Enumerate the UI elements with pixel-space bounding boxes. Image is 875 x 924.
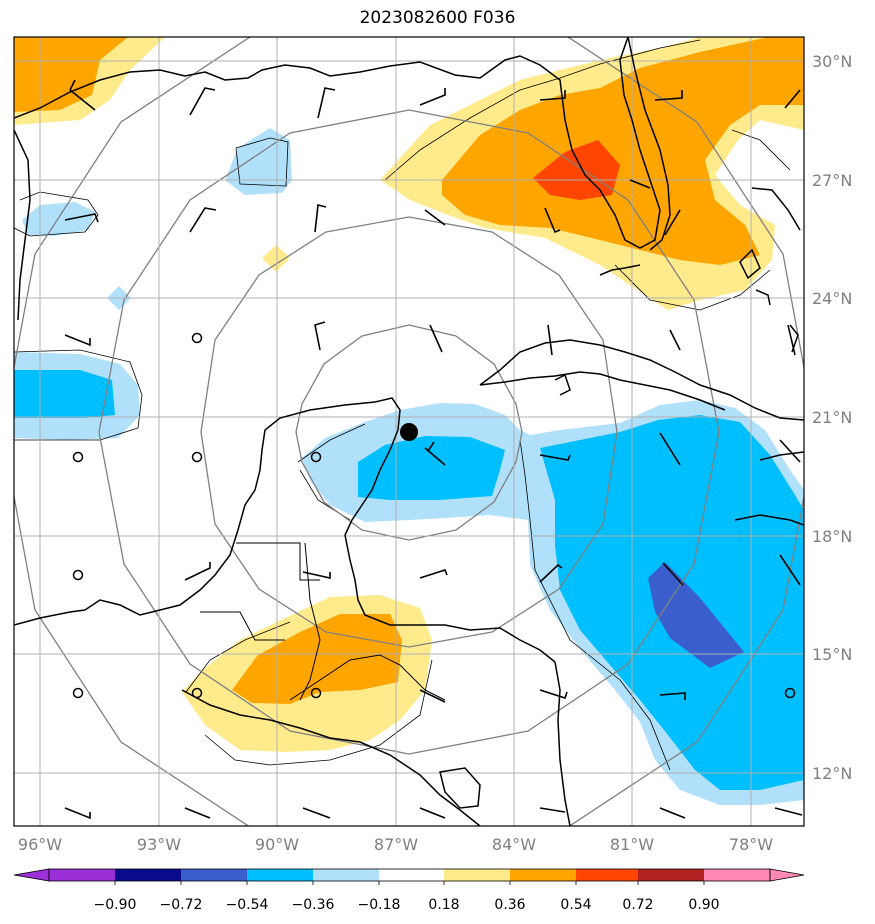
- lat-label: 30°N: [812, 52, 852, 71]
- colorbar-segment: [313, 869, 379, 881]
- colorbar-segment: [638, 869, 704, 881]
- lat-label: 18°N: [812, 527, 852, 546]
- wind-barbs: [64, 79, 803, 820]
- graticule: [14, 37, 804, 826]
- colorbar-segment: [379, 869, 444, 881]
- colorbar: −0.90 −0.72 −0.54 −0.36 −0.18 0.18 0.36 …: [13, 868, 805, 913]
- map-panel: [14, 37, 804, 826]
- calm-wind-markers: [72, 332, 796, 699]
- colorbar-segment: [576, 869, 638, 881]
- colorbar-tick-label: 0.36: [494, 897, 525, 913]
- colorbar-segment: [181, 869, 247, 881]
- longitude-labels: 96°W 93°W 90°W 87°W 84°W 81°W 78°W: [18, 835, 773, 854]
- lon-label: 90°W: [255, 835, 299, 854]
- lon-label: 78°W: [729, 835, 773, 854]
- lat-label: 27°N: [812, 171, 852, 190]
- coastlines: [14, 37, 804, 826]
- map-title: 2023082600 F036: [359, 8, 516, 28]
- latitude-labels: 30°N 27°N 24°N 21°N 18°N 15°N 12°N: [812, 52, 852, 783]
- colorbar-tick-label: −0.90: [94, 897, 137, 913]
- lat-label: 24°N: [812, 289, 852, 308]
- colorbar-tick-label: 0.54: [560, 897, 591, 913]
- colorbar-extend-low: [13, 868, 50, 882]
- colorbar-tick-label: 0.72: [622, 897, 653, 913]
- lon-label: 84°W: [492, 835, 536, 854]
- lon-label: 96°W: [18, 835, 62, 854]
- lat-label: 15°N: [812, 645, 852, 664]
- anomaly-fill-positive: [14, 37, 804, 752]
- lon-label: 81°W: [610, 835, 654, 854]
- colorbar-segment: [49, 869, 115, 881]
- map-frame: [13, 36, 805, 827]
- colorbar-segment: [444, 869, 510, 881]
- colorbar-tick-label: −0.54: [226, 897, 269, 913]
- colorbar-segment: [247, 869, 313, 881]
- colorbar-tick-label: 0.18: [428, 897, 459, 913]
- range-rings: [14, 37, 804, 826]
- contour-lines: [14, 39, 791, 771]
- lat-label: 12°N: [812, 764, 852, 783]
- lat-label: 21°N: [812, 408, 852, 427]
- colorbar-segment: [115, 869, 181, 881]
- colorbar-extend-high: [769, 868, 805, 882]
- colorbar-tick-label: −0.18: [358, 897, 401, 913]
- colorbar-segment: [510, 869, 576, 881]
- colorbar-tick-label: −0.36: [292, 897, 335, 913]
- lon-label: 93°W: [137, 835, 181, 854]
- anomaly-fill-negative: [14, 128, 804, 805]
- lon-label: 87°W: [374, 835, 418, 854]
- storm-center-marker: [400, 423, 418, 441]
- colorbar-tick-label: −0.72: [160, 897, 203, 913]
- colorbar-segment: [704, 869, 770, 881]
- colorbar-tick-label: 0.90: [688, 897, 719, 913]
